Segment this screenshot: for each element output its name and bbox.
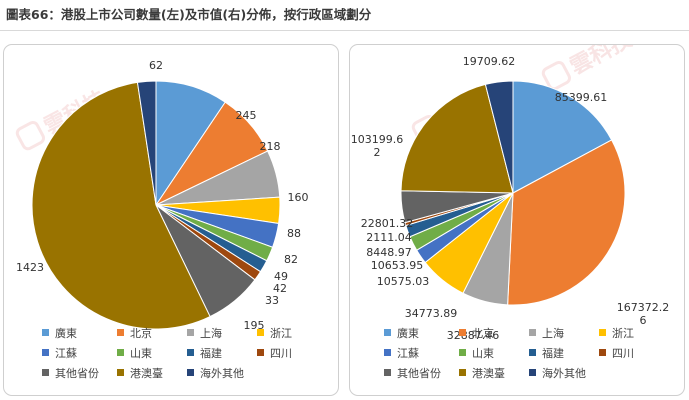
legend-entry-10: 海外其他 [200, 366, 244, 380]
legend-swatch-10 [529, 369, 536, 376]
legend-swatch-5 [459, 349, 466, 356]
data-label-part-1-1: 6 [640, 314, 647, 327]
data-label-count-10: 62 [149, 59, 163, 72]
pie-chart-market-cap: 雲科技雲科技85399.61167372.26167372.2632887.46… [351, 45, 670, 380]
legend-swatch-4 [384, 349, 391, 356]
legend-entry-2: 上海 [542, 326, 564, 340]
legend-entry-7: 四川 [612, 347, 634, 360]
legend-entry-4: 江蘇 [55, 347, 77, 360]
legend-swatch-9 [459, 369, 466, 376]
legend-entry-5: 山東 [472, 347, 494, 360]
legend-swatch-3 [599, 329, 606, 336]
legend-entry-0: 廣東 [397, 326, 419, 340]
data-label-count-1: 218 [260, 140, 281, 153]
data-label-cap-8: 22801.32 [361, 217, 414, 230]
legend-entry-5: 山東 [130, 347, 152, 360]
legend-swatch-4 [42, 349, 49, 356]
legend-entry-8: 其他省份 [397, 367, 441, 380]
legend-entry-3: 浙江 [270, 327, 292, 340]
pie-slice-cap-0 [512, 80, 613, 194]
data-label-cap-4: 10575.03 [377, 275, 430, 288]
legend-swatch-9 [117, 369, 124, 376]
data-label-count-5: 49 [274, 270, 288, 283]
legend-swatch-6 [187, 349, 194, 356]
legend-entry-9: 港澳臺 [472, 366, 505, 380]
data-label-count-9: 1423 [16, 261, 44, 274]
legend-swatch-7 [257, 349, 264, 356]
legend-entry-6: 福建 [542, 346, 564, 360]
pie-slice-count-10 [136, 80, 157, 206]
legend-entry-1: 北京 [130, 326, 152, 340]
data-label-count-3: 88 [287, 227, 301, 240]
legend-swatch-2 [187, 329, 194, 336]
legend-entry-3: 浙江 [612, 327, 634, 340]
legend-swatch-6 [529, 349, 536, 356]
legend-entry-9: 港澳臺 [130, 366, 163, 380]
data-label-count-0: 245 [236, 109, 257, 122]
data-label-cap-5: 10653.95 [371, 259, 424, 272]
legend-swatch-0 [42, 329, 49, 336]
legend-entry-7: 四川 [270, 347, 292, 360]
legend-swatch-1 [459, 329, 466, 336]
data-label-cap-10: 19709.62 [463, 55, 516, 68]
pie-slice-count-9 [31, 81, 211, 330]
legend-swatch-1 [117, 329, 124, 336]
legend-entry-6: 福建 [200, 346, 222, 360]
data-label-cap-3: 34773.89 [405, 307, 458, 320]
legend-swatch-7 [599, 349, 606, 356]
pie-slice-cap-10 [484, 80, 514, 194]
panel-company-count: 雲科技雲科技2452181608882494233195142362廣東北京上海… [3, 44, 339, 396]
panel-market-cap: 雲科技雲科技85399.61167372.26167372.2632887.46… [349, 44, 685, 396]
legend-entry-1: 北京 [472, 326, 494, 340]
pie-slice-cap-1 [507, 139, 626, 306]
data-label-count-7: 33 [265, 294, 279, 307]
data-label-count-4: 82 [284, 253, 298, 266]
data-label-count-8: 195 [244, 319, 265, 332]
legend-entry-0: 廣東 [55, 326, 77, 340]
pie-chart-count: 雲科技雲科技2452181608882494233195142362廣東北京上海… [15, 59, 309, 380]
data-label-part-9-1: 2 [374, 146, 381, 159]
legend-swatch-3 [257, 329, 264, 336]
legend-entry-2: 上海 [200, 326, 222, 340]
data-label-count-6: 42 [273, 282, 287, 295]
legend-swatch-10 [187, 369, 194, 376]
watermark-0: 雲科技 [541, 45, 637, 91]
data-label-part-9-0: 103199.6 [351, 133, 404, 146]
legend-swatch-5 [117, 349, 124, 356]
data-label-part-1-0: 167372.2 [617, 301, 670, 314]
legend-entry-8: 其他省份 [55, 367, 99, 380]
legend-swatch-0 [384, 329, 391, 336]
pie-slice-cap-9 [400, 83, 514, 194]
data-label-cap-6: 8448.97 [366, 246, 412, 259]
legend-entry-10: 海外其他 [542, 366, 586, 380]
legend-entry-4: 江蘇 [397, 347, 419, 360]
svg-text:雲科技: 雲科技 [566, 45, 637, 80]
data-label-count-2: 160 [288, 191, 309, 204]
legend-swatch-2 [529, 329, 536, 336]
data-label-cap-7: 2111.04 [366, 231, 412, 244]
figure-title: 圖表66：港股上市公司數量(左)及市值(右)分佈，按行政區域劃分 [6, 7, 372, 22]
data-label-cap-0: 85399.61 [555, 91, 608, 104]
legend-swatch-8 [384, 369, 391, 376]
title-divider [0, 30, 689, 31]
legend-swatch-8 [42, 369, 49, 376]
